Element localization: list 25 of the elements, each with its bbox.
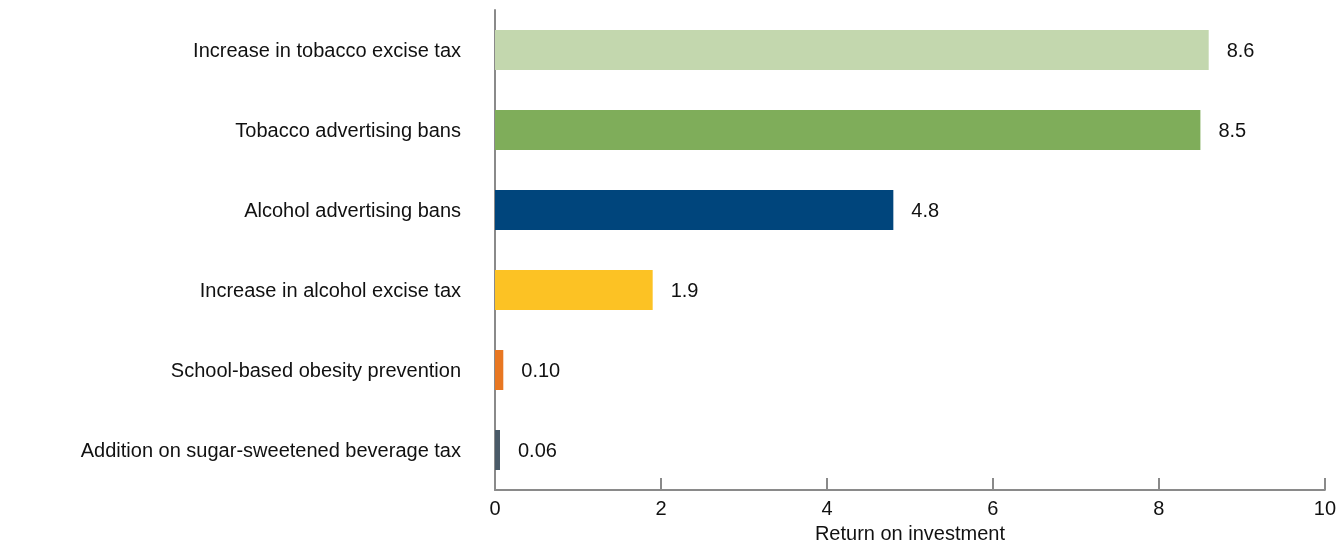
y-tick-label: School-based obesity prevention (170, 359, 461, 381)
x-tick-label: 8 (1153, 497, 1165, 519)
x-tick-label: 0 (489, 497, 501, 519)
bar (495, 110, 1201, 150)
data-label: 0.06 (517, 439, 557, 461)
y-tick-label: Tobacco advertising bans (235, 119, 461, 141)
x-tick-label: 2 (655, 497, 667, 519)
bar (495, 350, 504, 390)
data-label: 8.6 (1226, 39, 1255, 61)
x-tick-label: 4 (821, 497, 833, 519)
bar (495, 270, 653, 310)
x-tick-label: 10 (1313, 497, 1336, 519)
bar (495, 30, 1209, 70)
x-axis-title: Return on investment (814, 521, 1006, 544)
data-label: 1.9 (670, 279, 699, 301)
data-label: 4.8 (911, 199, 940, 221)
bar (495, 190, 894, 230)
y-tick-label: Alcohol advertising bans (244, 199, 461, 221)
x-tick-label: 6 (987, 497, 999, 519)
data-label: 8.5 (1218, 119, 1247, 141)
y-tick-label: Increase in alcohol excise tax (199, 279, 461, 301)
y-tick-label: Addition on sugar-sweetened beverage tax (80, 439, 461, 461)
data-label: 0.10 (521, 359, 561, 381)
bar (495, 430, 500, 470)
y-tick-label: Increase in tobacco excise tax (193, 39, 461, 61)
